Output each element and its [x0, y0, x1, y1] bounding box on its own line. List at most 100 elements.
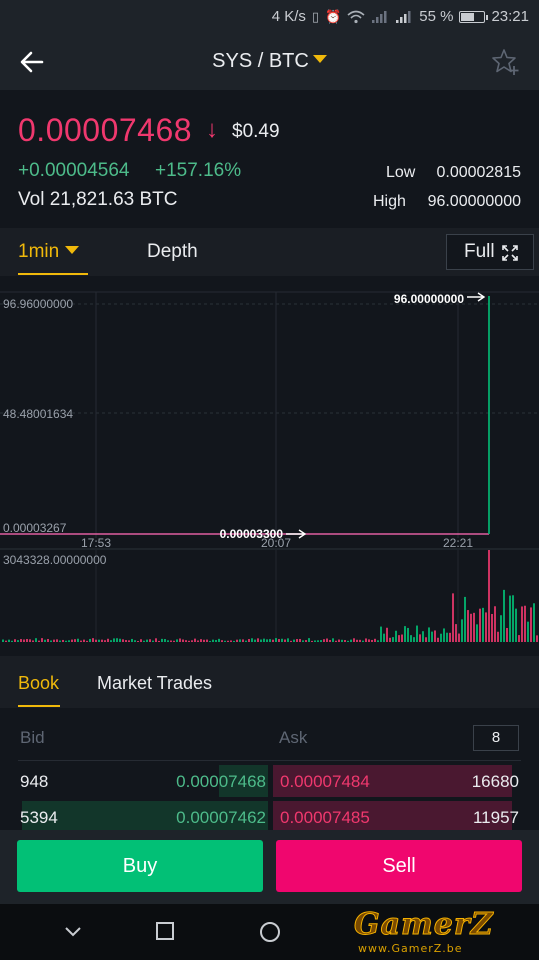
caret-down-icon — [65, 246, 80, 254]
volume-bar — [407, 627, 409, 642]
volume-bar — [371, 639, 373, 642]
volume-bar — [56, 639, 58, 642]
volume-bar — [485, 612, 487, 642]
x-tick-label: 22:21 — [443, 536, 473, 550]
volume-bar — [164, 639, 166, 642]
volume-bar — [497, 631, 499, 642]
volume-bar — [365, 638, 367, 642]
sell-button[interactable]: Sell — [276, 840, 522, 892]
wifi-icon — [347, 10, 365, 23]
volume-bar — [470, 613, 472, 642]
volume-bar — [338, 639, 340, 642]
volume-bar — [299, 638, 301, 642]
fullscreen-button[interactable]: Full — [446, 234, 534, 270]
depth-selector[interactable]: 8 — [473, 725, 519, 751]
volume-bar — [221, 640, 223, 642]
volume-bar — [326, 638, 328, 642]
bid-depth-bar — [219, 765, 268, 797]
volume-bar — [515, 608, 517, 642]
volume-bar — [44, 639, 46, 642]
volume-bar — [416, 625, 418, 642]
volume-bar — [143, 640, 145, 642]
price-chart[interactable]: 96.96000000 48.48001634 0.00003267 3043328.… — [0, 276, 539, 656]
vibrate-icon: ▯ — [311, 8, 320, 24]
volume-bar — [290, 640, 292, 642]
high-value: 96.00000000 — [427, 193, 521, 210]
volume-bar — [188, 640, 190, 642]
volume-bar — [533, 603, 535, 642]
volume-bar — [467, 610, 469, 642]
book-row[interactable]: 5394 0.00007462 0.00007485 11957 — [0, 801, 539, 835]
volume-bar — [29, 639, 31, 642]
volume-bar — [146, 639, 148, 642]
volume-bar — [71, 639, 73, 642]
volume-bar — [482, 607, 484, 642]
volume-bar — [311, 640, 313, 642]
divider — [18, 760, 521, 761]
volume-bar — [149, 639, 151, 642]
volume-bar — [500, 615, 502, 642]
ask-depth-bar — [273, 765, 512, 797]
fullscreen-label: Full — [464, 241, 495, 262]
volume-bar — [410, 635, 412, 642]
volume-bar — [512, 595, 514, 642]
max-price-marker: 96.00000000 — [394, 292, 464, 306]
tab-depth[interactable]: Depth — [147, 241, 198, 262]
volume-bar — [383, 633, 385, 642]
volume-bar — [329, 639, 331, 642]
circle-icon[interactable] — [258, 920, 282, 944]
volume-bar — [134, 640, 136, 642]
volume-bar — [194, 638, 196, 642]
volume-bar — [356, 639, 358, 642]
tab-interval[interactable]: 1min — [18, 241, 80, 263]
chart-tabs: 1min Depth Full — [0, 228, 539, 276]
chevron-down-icon[interactable] — [62, 920, 84, 942]
volume-bar — [530, 607, 532, 642]
tab-book[interactable]: Book — [18, 673, 60, 693]
buy-button[interactable]: Buy — [17, 840, 263, 892]
signal-icon — [372, 10, 387, 23]
last-price: 0.00007468 — [18, 112, 193, 148]
volume-bar — [185, 640, 187, 642]
volume-bar — [224, 640, 226, 642]
bid-qty: 5394 — [20, 808, 58, 827]
y-tick-label: 48.48001634 — [3, 407, 73, 421]
volume-bar — [380, 626, 382, 642]
volume-bar — [434, 630, 436, 642]
volume-bar — [179, 638, 181, 642]
active-tab-indicator — [18, 273, 88, 275]
volume-bar — [293, 639, 295, 642]
volume-bar — [353, 638, 355, 642]
volume-bar — [503, 589, 505, 642]
volume-bar — [506, 627, 508, 642]
book-row[interactable]: 948 0.00007468 0.00007484 16680 — [0, 765, 539, 799]
volume-bar — [389, 637, 391, 642]
volume-bar — [248, 639, 250, 642]
volume-bar — [350, 639, 352, 642]
volume-bar — [50, 640, 52, 642]
volume-bar — [80, 640, 82, 642]
watermark-url: www.GamerZ.be — [358, 942, 463, 955]
volume-bar — [257, 638, 259, 642]
volume-bar — [173, 640, 175, 642]
pair-selector[interactable]: SYS / BTC — [0, 50, 539, 73]
ask-price: 0.00007485 — [280, 808, 370, 827]
volume-bar — [479, 608, 481, 642]
volume-bar — [428, 627, 430, 642]
app-header: SYS / BTC — [0, 34, 539, 90]
volume-bar — [5, 640, 7, 642]
volume-bar — [8, 639, 10, 642]
square-icon[interactable] — [154, 920, 176, 942]
volume-bar — [305, 640, 307, 642]
volume-bar — [464, 596, 466, 642]
volume-bar — [74, 639, 76, 642]
volume-bar — [170, 640, 172, 642]
tab-market-trades[interactable]: Market Trades — [97, 673, 213, 693]
volume-bar — [263, 638, 265, 642]
arrow-left-icon[interactable] — [18, 48, 46, 76]
volume-bar — [266, 639, 268, 642]
volume-bar — [446, 632, 448, 642]
star-plus-icon[interactable] — [491, 47, 521, 77]
volume-bar — [38, 640, 40, 642]
volume-bar — [137, 640, 139, 642]
